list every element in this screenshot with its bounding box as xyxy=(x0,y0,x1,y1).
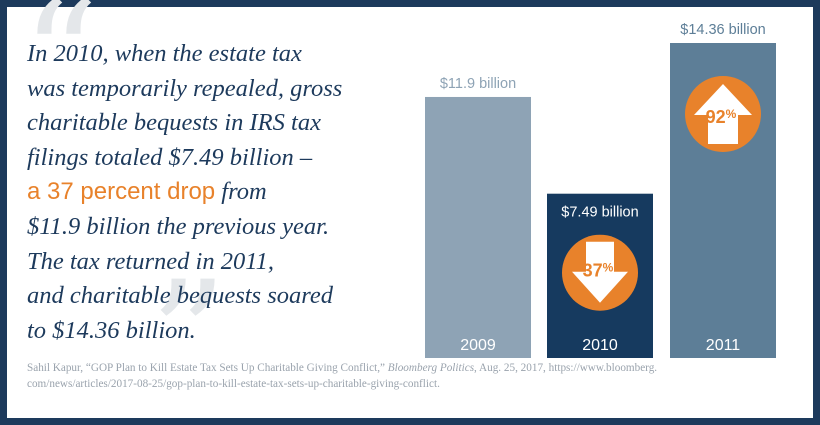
up-arrow-icon xyxy=(694,84,752,144)
down-arrow-icon xyxy=(572,241,628,303)
category-label: 2009 xyxy=(460,337,496,354)
quote-line: and charitable bequests soared xyxy=(27,282,333,310)
quote-text: In 2010, when the estate tax was tempora… xyxy=(27,37,377,348)
category-label: 2010 xyxy=(582,337,618,354)
quote-line: filings totaled $7.49 billion – xyxy=(27,143,313,171)
source-citation: Sahil Kapur, “GOP Plan to Kill Estate Ta… xyxy=(27,360,797,392)
quote-line: was temporarily repealed, gross xyxy=(27,74,343,102)
quote-line-highlight: a 37 percent drop from xyxy=(27,175,377,210)
source-rest: , Aug. 25, 2017, https://www.bloomberg. xyxy=(474,362,658,374)
close-quote-icon: ” xyxy=(150,250,227,424)
source-url: com/news/articles/2017-08-25/gop-plan-to… xyxy=(27,378,440,390)
open-quote-icon: “ xyxy=(22,0,99,144)
quote-line: The tax returned in 2011, xyxy=(27,247,275,275)
highlight-text: a 37 percent drop xyxy=(27,178,216,206)
bar-2009 xyxy=(425,96,531,358)
highlight-tail: from xyxy=(215,178,267,206)
quote-line: $11.9 billion the previous year. xyxy=(27,212,330,240)
quote-line: In 2010, when the estate tax xyxy=(27,40,302,67)
value-label: $7.49 billion xyxy=(561,205,638,221)
quote-line: charitable bequests in IRS tax xyxy=(27,109,321,137)
source-publication: Bloomberg Politics xyxy=(387,362,475,374)
category-label: 2011 xyxy=(706,337,741,354)
value-label: $11.9 billion xyxy=(440,76,516,92)
source-author: Sahil Kapur, “GOP Plan to Kill Estate Ta… xyxy=(27,362,388,374)
value-label: $14.36 billion xyxy=(680,22,765,38)
quote-line: to $14.36 billion. xyxy=(27,316,196,344)
